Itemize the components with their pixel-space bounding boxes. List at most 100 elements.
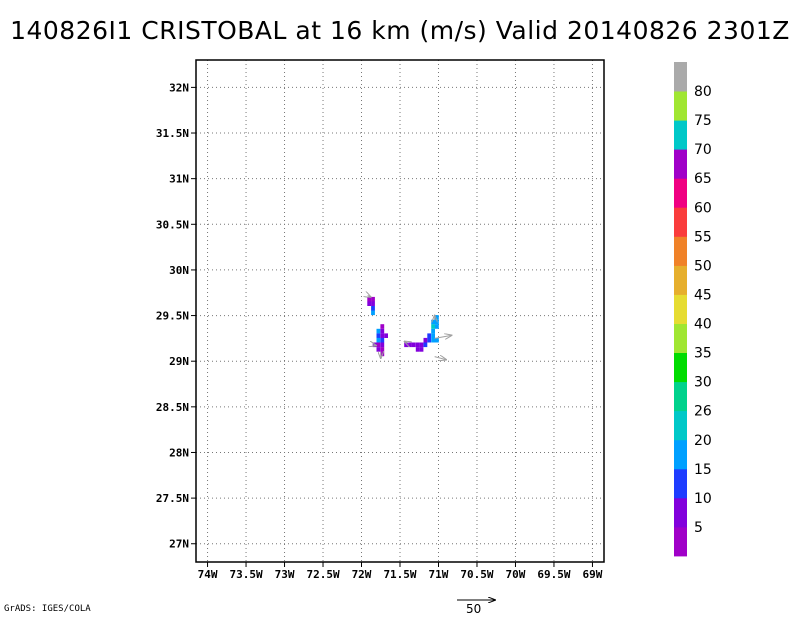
colorbar-label: 35 bbox=[694, 346, 712, 362]
colorbar-label: 70 bbox=[694, 142, 712, 158]
map-frame bbox=[195, 59, 605, 563]
lat-tick-label: 31.5N bbox=[156, 127, 189, 140]
colorbar-label: 55 bbox=[694, 229, 712, 245]
lat-tick-label: 30N bbox=[169, 264, 189, 277]
lon-tick-label: 74W bbox=[198, 568, 218, 581]
lat-tick-label: 28N bbox=[169, 446, 189, 459]
wind-speed-cell bbox=[419, 342, 424, 348]
colorbar-swatch bbox=[674, 62, 687, 92]
wind-speed-cell bbox=[411, 342, 416, 348]
grads-credit: GrADS: IGES/COLA bbox=[4, 604, 91, 614]
wind-speed-cell bbox=[376, 328, 381, 334]
lon-tick-label: 71W bbox=[429, 568, 449, 581]
colorbar-swatch bbox=[674, 352, 687, 383]
wind-speed-cell bbox=[371, 296, 375, 302]
wind-speed-cell bbox=[435, 337, 439, 343]
colorbar-label: 80 bbox=[694, 84, 712, 100]
colorbar-swatch bbox=[674, 149, 687, 179]
lat-tick-label: 29.5N bbox=[156, 310, 189, 323]
lon-tick-label: 69W bbox=[583, 568, 603, 581]
lat-tick-label: 32N bbox=[169, 81, 189, 94]
lon-tick-label: 72.5W bbox=[306, 568, 339, 581]
wind-speed-cell bbox=[380, 328, 385, 334]
map-title: 140826I1 CRISTOBAL at 16 km (m/s) Valid … bbox=[10, 16, 790, 45]
wind-speed-cell bbox=[431, 337, 435, 343]
wind-speed-cell bbox=[371, 310, 375, 316]
wind-vector bbox=[368, 295, 371, 297]
colorbar-label: 20 bbox=[694, 433, 712, 449]
wind-speed-cell bbox=[367, 301, 372, 306]
wind-speed-cell bbox=[415, 347, 420, 352]
wind-speed-cell bbox=[431, 324, 435, 329]
wind-speed-cell bbox=[380, 324, 385, 329]
latitude-axis: 32N 31.5N 31N 30.5N 30N 29.5N 29N 28.5N 28N 27.5N… bbox=[156, 81, 196, 551]
wind-speed-cell bbox=[431, 333, 435, 338]
lon-tick-label: 73.5W bbox=[229, 568, 262, 581]
wind-speed-cell bbox=[423, 342, 428, 348]
colorbar-label: 5 bbox=[694, 520, 703, 536]
colorbar-swatch bbox=[674, 323, 687, 353]
colorbar-label: 40 bbox=[694, 317, 712, 333]
wind-vector bbox=[373, 345, 376, 346]
wind-speed-cell bbox=[371, 306, 375, 311]
wind-speed-cell bbox=[435, 319, 439, 325]
wind-speed-cell bbox=[435, 315, 439, 320]
wind-speed-cell bbox=[376, 347, 381, 352]
wind-speed-cell bbox=[423, 337, 428, 343]
colorbar-swatch bbox=[674, 120, 687, 150]
reference-vector-label: 50 bbox=[466, 602, 482, 616]
wind-speed-cell bbox=[427, 333, 432, 338]
lat-tick-label: 29N bbox=[169, 355, 189, 368]
lat-tick-label: 31N bbox=[169, 173, 189, 186]
wind-vector bbox=[405, 341, 408, 343]
lon-tick-label: 72W bbox=[352, 568, 372, 581]
colorbar-swatch bbox=[674, 410, 687, 441]
wind-speed-cell bbox=[380, 342, 385, 348]
wind-speed-cell bbox=[431, 319, 435, 325]
colorbar-swatch bbox=[674, 265, 687, 295]
colorbar-label: 26 bbox=[694, 404, 712, 420]
lon-tick-label: 71.5W bbox=[383, 568, 416, 581]
colorbar: 5 10 15 20 26 30 35 40 45 50 55 60 65 70 75 80 bbox=[674, 62, 712, 557]
wind-speed-cell bbox=[380, 337, 385, 343]
colorbar-swatch bbox=[674, 236, 687, 266]
wind-speed-cell bbox=[408, 342, 412, 348]
colorbar-swatch bbox=[674, 381, 687, 412]
colorbar-swatch bbox=[674, 207, 687, 237]
colorbar-swatch bbox=[674, 468, 687, 499]
wind-speed-cell bbox=[376, 337, 381, 343]
lon-tick-label: 73W bbox=[275, 568, 295, 581]
wind-speed-cell bbox=[435, 324, 439, 329]
colorbar-label: 45 bbox=[694, 288, 712, 304]
colorbar-swatch bbox=[674, 294, 687, 324]
colorbar-label: 30 bbox=[694, 375, 712, 391]
wind-speed-cell bbox=[419, 347, 424, 352]
wind-vector bbox=[434, 357, 446, 360]
colorbar-label: 65 bbox=[694, 171, 712, 187]
wind-speed-cell bbox=[431, 328, 435, 334]
wind-speed-cell bbox=[384, 333, 388, 338]
colorbar-label: 15 bbox=[694, 462, 712, 478]
wind-speed-cell bbox=[376, 333, 381, 338]
wind-speed-cell bbox=[380, 347, 385, 352]
lon-tick-label: 69.5W bbox=[537, 568, 570, 581]
wind-speed-cell bbox=[371, 301, 375, 306]
grid-lines bbox=[196, 60, 604, 562]
wind-speed-cell bbox=[367, 296, 372, 302]
wind-vector bbox=[434, 335, 452, 338]
longitude-axis: 74W 73.5W 73W 72.5W 72W 71.5W 71W 70.5W 70W 69.5W… bbox=[198, 562, 603, 581]
colorbar-label: 60 bbox=[694, 200, 712, 216]
colorbar-label: 50 bbox=[694, 258, 712, 274]
lon-tick-label: 70.5W bbox=[460, 568, 493, 581]
lat-tick-label: 27.5N bbox=[156, 492, 189, 505]
wind-speed-cell bbox=[376, 342, 381, 348]
colorbar-swatch bbox=[674, 91, 687, 121]
wind-speed-cell bbox=[415, 342, 420, 348]
lon-tick-label: 70W bbox=[506, 568, 526, 581]
colorbar-label: 75 bbox=[694, 113, 712, 129]
wind-speed-cells bbox=[367, 296, 439, 357]
wind-vectors bbox=[368, 295, 452, 359]
colorbar-swatch bbox=[674, 526, 687, 557]
colorbar-swatch bbox=[674, 497, 687, 528]
